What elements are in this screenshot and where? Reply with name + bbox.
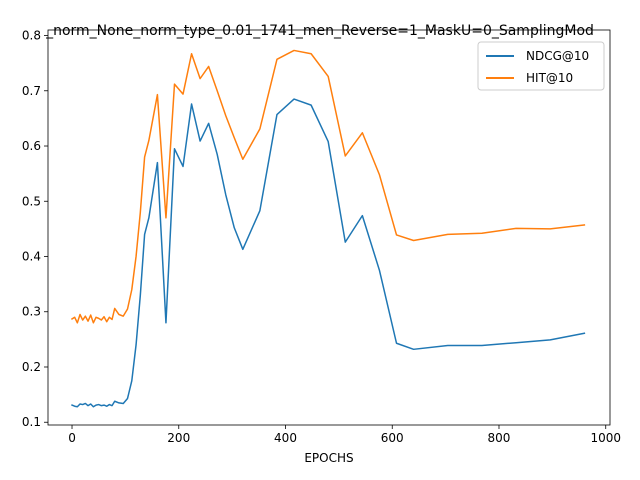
y-tick-label: 0.7 xyxy=(22,84,41,98)
y-tick-label: 0.8 xyxy=(22,29,41,43)
x-tick-label: 800 xyxy=(488,431,511,445)
legend-label-hit: HIT@10 xyxy=(526,71,573,85)
series-line-ndcg-10 xyxy=(71,98,586,408)
y-tick-label: 0.6 xyxy=(22,139,41,153)
chart-title: _norm_None_norm_type_0.01_1741_men_Rever… xyxy=(45,23,594,39)
y-tick-label: 0.2 xyxy=(22,360,41,374)
x-tick-label: 600 xyxy=(381,431,404,445)
y-tick-label: 0.4 xyxy=(22,250,41,264)
x-tick-label: 200 xyxy=(167,431,190,445)
y-tick-label: 0.5 xyxy=(22,194,41,208)
y-tick-label: 0.3 xyxy=(22,305,41,319)
legend-label-ndcg: NDCG@10 xyxy=(526,49,589,63)
x-tick-label: 400 xyxy=(274,431,297,445)
series-line-hit-10 xyxy=(70,49,586,324)
legend: NDCG@10 HIT@10 xyxy=(477,41,605,91)
x-tick-label: 0 xyxy=(68,431,76,445)
series-lines xyxy=(70,49,586,408)
x-axis-label: EPOCHS xyxy=(304,451,353,465)
plot-area xyxy=(47,29,611,426)
y-tick-label: 0.1 xyxy=(22,415,41,429)
x-axis: 0 200 400 600 800 1000 xyxy=(68,425,621,445)
y-axis: 0.1 0.2 0.3 0.4 0.5 0.6 0.7 0.8 xyxy=(22,29,48,429)
x-tick-label: 1000 xyxy=(590,431,621,445)
